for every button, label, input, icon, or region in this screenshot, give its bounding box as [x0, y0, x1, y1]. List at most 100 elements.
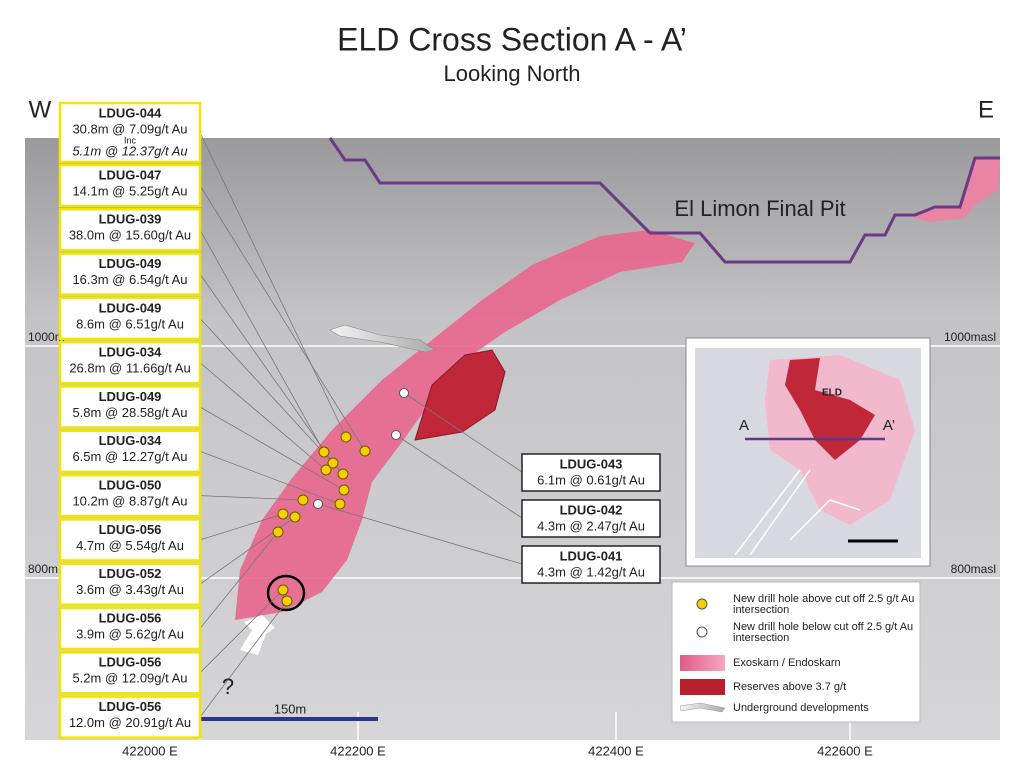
plunge-arrow	[240, 615, 275, 655]
intercept-box	[58, 606, 202, 651]
elevation-label: 800masl	[951, 562, 996, 576]
intercept-box	[58, 429, 202, 474]
leader-line	[199, 318, 344, 475]
intercept-box	[58, 651, 202, 695]
subtitle: Looking North	[444, 61, 581, 86]
reserves-body	[414, 349, 506, 441]
section-end: A	[739, 417, 749, 434]
hole-id: LDUG-056	[99, 610, 162, 625]
easting-label: 422000 E	[122, 743, 178, 758]
intercept: 4.7m @ 5.54g/t Au	[76, 538, 184, 553]
hole-id: LDUG-047	[99, 167, 162, 182]
hole-id: LDUG-049	[99, 256, 162, 271]
hole-id: LDUG-049	[99, 300, 162, 315]
intercept-box	[58, 518, 202, 562]
direction: W	[29, 96, 52, 123]
intercept: 4.3m @ 1.42g/t Au	[537, 564, 645, 579]
easting-label: 422600 E	[817, 743, 873, 758]
easting-label: 422400 E	[588, 743, 644, 758]
skarn-body	[235, 230, 695, 620]
hole-id: LDUG-041	[560, 548, 623, 563]
intercept: 6.1m @ 0.61g/t Au	[537, 472, 645, 487]
drill-hole-above-cutoff	[338, 484, 350, 496]
drill-hole-below-cutoff	[313, 499, 323, 509]
hole-id: LDUG-043	[560, 456, 623, 471]
legend-symbol	[696, 598, 708, 610]
leader-line	[199, 229, 325, 453]
direction: E	[978, 96, 994, 123]
hole-id: LDUG-052	[99, 566, 162, 581]
intercept: 4.3m @ 2.47g/t Au	[537, 518, 645, 533]
leader-line	[199, 273, 334, 464]
intercept-box	[521, 499, 661, 538]
drill-hole-above-cutoff	[277, 584, 289, 596]
leader-line	[199, 589, 284, 674]
leader-line	[395, 434, 523, 519]
section-end: A’	[883, 417, 895, 434]
underground-development	[329, 324, 436, 353]
intercept: 26.8m @ 11.66g/t Au	[69, 361, 190, 376]
leader-line	[317, 503, 523, 565]
skarn-body	[905, 158, 1000, 222]
drill-hole-below-cutoff	[399, 388, 409, 398]
intercept: 10.2m @ 8.87g/t Au	[72, 494, 187, 509]
leader-line	[199, 185, 366, 452]
leader-line	[199, 450, 341, 505]
intercept: 5.8m @ 28.58g/t Au	[72, 405, 187, 420]
intercept-box	[58, 208, 202, 252]
inset-map	[685, 337, 931, 567]
final-pit-outline	[328, 137, 1000, 264]
hole-id: LDUG-056	[99, 522, 162, 537]
legend-label: Underground developments	[733, 702, 869, 714]
intercept-note: Inc	[124, 135, 137, 145]
legend-label: New drill hole above cut off 2.5 g/t Au i…	[733, 593, 914, 616]
drill-hole-above-cutoff	[272, 526, 284, 538]
intercept-box	[58, 340, 202, 385]
easting-label: 422200 E	[330, 743, 386, 758]
hole-id: LDUG-056	[99, 699, 162, 714]
scale-label: 150m	[274, 701, 307, 716]
intercept: 38.0m @ 15.60g/t Au	[69, 228, 191, 243]
hole-id: LDUG-042	[560, 502, 623, 517]
elevation-label: 1000masl	[944, 330, 996, 344]
elevation-label: 800m	[28, 562, 58, 576]
leader-line	[199, 362, 327, 471]
legend-symbol	[696, 626, 708, 638]
intercept-box	[58, 252, 202, 296]
intercept-box	[58, 296, 202, 341]
drill-hole-above-cutoff	[320, 464, 332, 476]
intercept: 30.8m @ 7.09g/t Au	[72, 121, 187, 136]
legend-label: Exoskarn / Endoskarn	[733, 657, 841, 669]
drill-hole-above-cutoff	[359, 445, 371, 457]
legend-symbol	[679, 702, 726, 713]
hole-id: LDUG-034	[99, 433, 163, 448]
drill-hole-above-cutoff	[334, 498, 346, 510]
intercept-box	[521, 545, 661, 584]
drill-hole-above-cutoff	[327, 457, 339, 469]
intercept-box	[58, 385, 202, 429]
drill-hole-above-cutoff	[337, 468, 349, 480]
intercept: 12.0m @ 20.91g/t Au	[69, 715, 191, 730]
intercept: 14.1m @ 5.25g/t Au	[72, 183, 187, 198]
intercept: 16.3m @ 6.54g/t Au	[72, 272, 187, 287]
leader-line	[199, 406, 345, 491]
intercept-box	[58, 695, 202, 739]
drill-hole-above-cutoff	[318, 446, 330, 458]
hole-id: LDUG-044	[99, 105, 163, 120]
drill-hole-above-cutoff	[297, 494, 309, 506]
drill-hole-above-cutoff	[277, 508, 289, 520]
legend-symbol	[680, 679, 725, 695]
intercept-box	[58, 101, 202, 164]
leader-line	[199, 495, 304, 501]
hole-id: LDUG-056	[99, 655, 162, 670]
title: ELD Cross Section A - A’	[337, 21, 687, 57]
hole-id: LDUG-034	[99, 345, 163, 360]
drill-hole-below-cutoff	[391, 430, 401, 440]
leader-line	[199, 513, 284, 541]
intercept: 5.1m @ 12.37g/t Au	[72, 143, 187, 158]
inset-label: ELD	[822, 388, 842, 399]
hole-id: LDUG-039	[99, 212, 162, 227]
intercept: 5.2m @ 12.09g/t Au	[72, 671, 187, 686]
intercept: 8.6m @ 6.51g/t Au	[76, 316, 184, 331]
